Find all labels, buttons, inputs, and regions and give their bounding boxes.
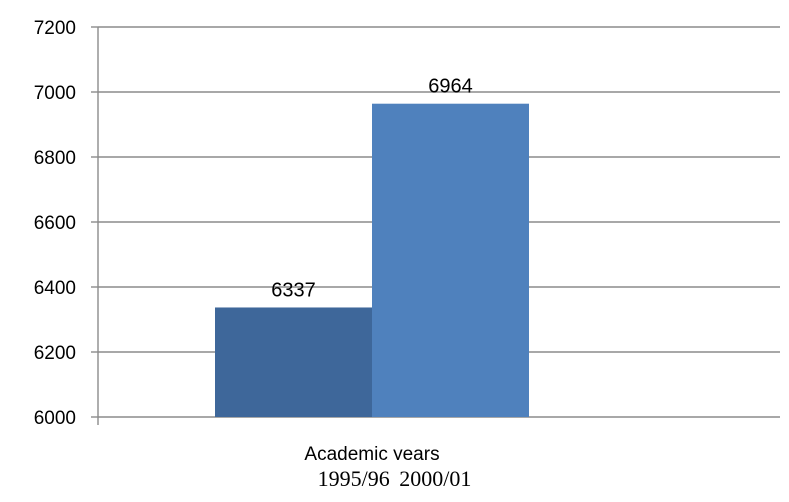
bar-series-1 bbox=[215, 307, 372, 417]
y-tick-label-7000: 7000 bbox=[34, 83, 76, 104]
y-tick-label-6800: 6800 bbox=[34, 148, 76, 169]
caption-year-1995-96: 1995/96 bbox=[317, 466, 390, 491]
y-tick-label-6000: 6000 bbox=[34, 408, 76, 429]
category-label: Academic years bbox=[304, 444, 439, 460]
x-axis-caption: 1995/96 2000/01 bbox=[0, 466, 789, 492]
bar-series-2 bbox=[372, 103, 529, 417]
bar-chart: 6000 6200 6400 6600 6800 7000 7200 6337 6964 Acad… bbox=[34, 18, 780, 460]
caption-year-2000-01: 2000/01 bbox=[399, 466, 472, 491]
y-tick-label-6600: 6600 bbox=[34, 213, 76, 234]
y-tick-label-6400: 6400 bbox=[34, 278, 76, 299]
y-tick-label-7200: 7200 bbox=[34, 18, 76, 39]
data-label-series-2: 6964 bbox=[428, 76, 473, 98]
y-tick-label-6200: 6200 bbox=[34, 343, 76, 364]
data-label-series-1: 6337 bbox=[271, 279, 316, 301]
